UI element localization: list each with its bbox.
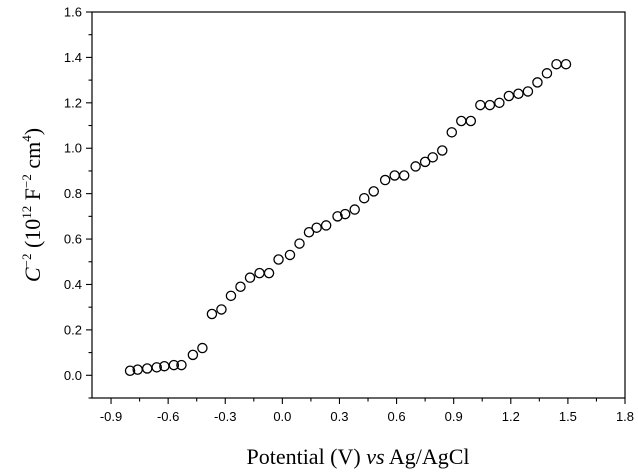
y-axis-title: C−2 (1012 F−2 cm4) [19, 128, 45, 282]
y-axis-ticks: 0.0 0.2 0.4 0.6 0.8 1.0 1.2 1.4 1.6 [64, 5, 92, 399]
x-title-part: vs [366, 444, 384, 469]
data-point [398, 170, 410, 181]
x-tick-label: 1.2 [502, 409, 520, 424]
data-point [446, 127, 458, 138]
data-point [349, 204, 360, 215]
data-point [273, 254, 284, 265]
data-point [522, 86, 534, 97]
x-tick-label: 1.8 [616, 409, 634, 424]
data-point [532, 77, 543, 88]
y-title-part: cm [20, 142, 45, 174]
data-point [284, 249, 296, 261]
x-tick-label: -0.6 [157, 409, 179, 424]
data-point [465, 115, 477, 127]
x-title-part: Potential (V) [246, 444, 366, 469]
data-point [176, 359, 187, 371]
data-point [168, 359, 180, 371]
y-title-superscript: −2 [19, 174, 34, 188]
data-point [225, 290, 237, 302]
y-tick-label: 0.2 [64, 322, 82, 337]
data-point [358, 192, 370, 204]
data-point [254, 267, 265, 279]
x-tick-label: 0.6 [388, 409, 406, 424]
data-point [320, 220, 332, 231]
x-tick-label: 0.3 [330, 409, 348, 424]
y-title-superscript: 12 [19, 206, 34, 219]
y-title-part: F [20, 188, 45, 206]
y-tick-label: 0.0 [64, 368, 82, 383]
y-title-superscript: 4 [19, 135, 34, 142]
data-point [151, 362, 162, 373]
data-point [311, 222, 322, 233]
y-tick-label: 0.8 [64, 186, 82, 201]
x-tick-label: 0.0 [273, 409, 291, 424]
data-point [503, 90, 515, 102]
data-point [368, 186, 379, 197]
plot-frame [91, 11, 626, 399]
data-point [141, 363, 153, 374]
y-title-superscript: −2 [19, 254, 34, 268]
data-points [124, 58, 572, 377]
data-point [303, 226, 315, 238]
data-point [339, 208, 351, 220]
data-point [187, 349, 199, 361]
data-point [427, 152, 438, 163]
data-point [263, 267, 275, 279]
x-tick-label: 0.9 [445, 409, 463, 424]
data-point [235, 281, 246, 292]
y-tick-label: 1.4 [64, 50, 82, 65]
data-point [551, 58, 562, 70]
data-point [216, 304, 227, 315]
y-title-part: ) [20, 128, 45, 135]
data-point [513, 88, 524, 99]
x-tick-label: -0.3 [214, 409, 236, 424]
data-point [379, 174, 391, 186]
data-point [294, 238, 305, 249]
y-tick-label: 1.0 [64, 141, 82, 156]
data-point [124, 365, 136, 377]
data-point [560, 58, 572, 70]
y-title-part: C [20, 267, 45, 282]
x-tick-label: -0.9 [100, 409, 122, 424]
data-point [410, 161, 421, 172]
y-tick-label: 0.6 [64, 232, 82, 247]
data-point [389, 170, 400, 181]
data-point [494, 97, 505, 109]
data-point [541, 68, 553, 79]
y-tick-label: 1.2 [64, 95, 82, 110]
data-point [419, 156, 431, 168]
data-point [244, 272, 256, 283]
x-axis-title: Potential (V) vs Ag/AgCl [246, 444, 469, 469]
data-point [484, 99, 496, 111]
data-point [475, 99, 486, 111]
data-point [206, 308, 218, 320]
data-point [437, 145, 448, 156]
x-axis-ticks: -0.9 -0.6 -0.3 0.0 0.3 0.6 0.9 1.2 1.5 1.8 [100, 398, 634, 424]
x-title-part: Ag/AgCl [385, 444, 470, 469]
data-point [332, 211, 343, 222]
data-point [456, 115, 467, 127]
y-title-part: (10 [20, 219, 45, 254]
x-tick-label: 1.5 [559, 409, 577, 424]
y-tick-label: 1.6 [64, 5, 82, 20]
y-tick-label: 0.4 [64, 277, 82, 292]
data-point [197, 342, 208, 354]
